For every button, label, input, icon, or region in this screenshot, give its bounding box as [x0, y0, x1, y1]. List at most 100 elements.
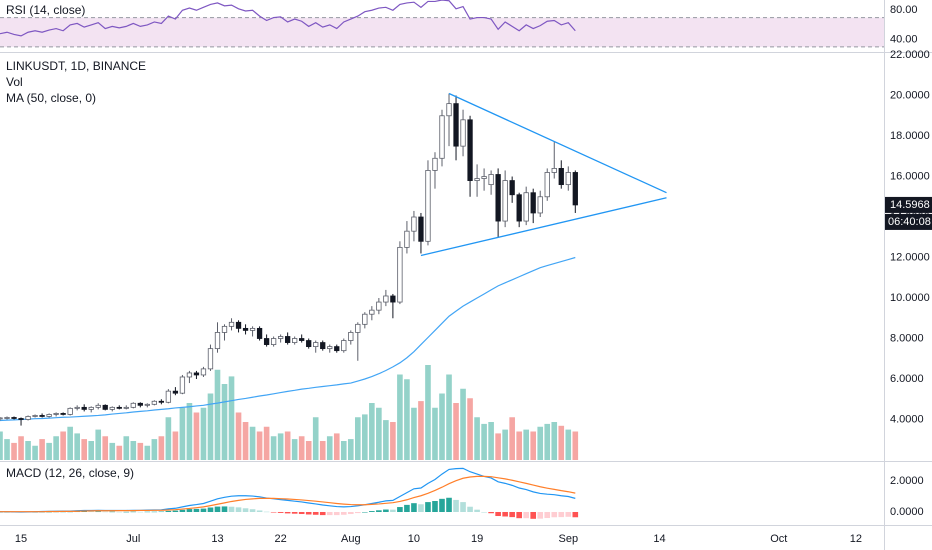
- macd-histogram-bar: [474, 509, 480, 512]
- macd-histogram-bar: [460, 502, 466, 512]
- candle-body: [530, 192, 536, 214]
- candle-body: [144, 403, 150, 406]
- macd-histogram-bar: [179, 509, 186, 512]
- y-tick-label: 80.00: [890, 4, 918, 16]
- volume-bar: [46, 442, 52, 460]
- candle-body: [46, 414, 52, 417]
- candle-body: [263, 338, 270, 345]
- macd-histogram-bar: [446, 497, 452, 512]
- macd-histogram-bar: [165, 510, 172, 512]
- volume-bar: [488, 422, 494, 460]
- volume-bar: [523, 429, 529, 460]
- macd-histogram-bar: [207, 507, 214, 512]
- candle-body: [88, 406, 94, 410]
- macd-histogram-bar: [214, 506, 221, 512]
- volume-bar: [207, 393, 214, 460]
- volume-bar: [404, 379, 410, 460]
- macd-histogram-bar: [432, 501, 438, 512]
- y-tick-label: 4.0000: [890, 413, 924, 425]
- candle-body: [116, 406, 122, 409]
- candle-body: [313, 342, 319, 348]
- candle-body: [137, 402, 143, 406]
- trendline: [420, 197, 667, 257]
- volume-bar: [130, 441, 137, 460]
- candle-body: [235, 321, 242, 329]
- macd-histogram-bar: [397, 507, 403, 512]
- macd-histogram-bar: [291, 511, 298, 514]
- macd-histogram-bar: [158, 511, 165, 513]
- volume-bar: [362, 414, 368, 460]
- countdown-box: [885, 213, 932, 230]
- macd-histogram-bar: [249, 509, 256, 512]
- candle-body: [214, 332, 221, 350]
- candle-body: [39, 415, 45, 417]
- volume-bar: [460, 388, 466, 460]
- macd-histogram-bar: [88, 511, 95, 513]
- volume-bar: [53, 436, 59, 460]
- volume-bar: [411, 407, 417, 460]
- macd-histogram-bar: [467, 506, 473, 512]
- macd-histogram-bar: [193, 508, 200, 512]
- candle-body: [60, 413, 66, 415]
- candle-body: [95, 404, 101, 408]
- macd-histogram-bar: [256, 510, 263, 512]
- macd-histogram-bar: [488, 511, 494, 514]
- y-tick-label: 6.0000: [890, 373, 924, 385]
- volume-bar: [355, 417, 361, 460]
- volume-bar: [193, 412, 200, 460]
- macd-histogram-bar: [481, 511, 487, 513]
- candle-body: [270, 338, 277, 345]
- volume-bar: [81, 439, 87, 460]
- volume-bar: [284, 431, 291, 460]
- y-tick-label: 12.0000: [890, 251, 930, 263]
- volume-bar: [172, 431, 179, 460]
- macd-histogram-bar: [439, 498, 445, 512]
- volume-bar: [446, 374, 452, 460]
- candle-body: [172, 390, 179, 394]
- macd-histogram-bar: [355, 511, 361, 514]
- volume-bar: [0, 431, 3, 460]
- volume-bar: [565, 429, 572, 460]
- y-tick-label: 22.0000: [890, 49, 930, 61]
- candle-body: [228, 321, 235, 327]
- volume-bar: [425, 365, 431, 460]
- macd-histogram-bar: [558, 511, 565, 518]
- candle-body: [383, 295, 389, 303]
- volume-bar: [558, 425, 565, 460]
- volume-bar: [67, 426, 73, 460]
- candle-body: [158, 400, 165, 403]
- price-pane: [0, 92, 667, 460]
- candle-body: [348, 332, 354, 341]
- candle-body: [292, 338, 298, 343]
- candle-body: [439, 115, 445, 159]
- volume-label: Vol: [6, 75, 23, 89]
- candle-body: [32, 415, 38, 417]
- ma-label: MA (50, close, 0): [6, 91, 96, 105]
- macd-histogram-bar: [228, 506, 235, 512]
- macd-histogram-bar: [123, 511, 130, 513]
- volume-bar: [123, 436, 130, 460]
- volume-bar: [102, 436, 109, 460]
- macd-histogram-bar: [326, 511, 333, 516]
- candle-body: [362, 313, 368, 325]
- macd-histogram-bar: [347, 511, 354, 515]
- x-tick-label: 12: [850, 533, 862, 545]
- volume-bar: [109, 442, 116, 460]
- macd-histogram-bar: [235, 507, 242, 512]
- volume-bar: [179, 407, 186, 460]
- volume-bar: [537, 426, 544, 460]
- x-tick-label: Oct: [770, 533, 787, 545]
- macd-histogram-bar: [369, 511, 375, 512]
- volume-bar: [249, 426, 256, 460]
- macd-histogram-bar: [284, 511, 291, 514]
- y-tick-label: 0.0000: [890, 506, 924, 518]
- volume-bar: [32, 445, 38, 460]
- volume-bar: [509, 417, 515, 460]
- x-tick-label: 14: [653, 533, 665, 545]
- candle-body: [109, 406, 115, 410]
- countdown-label: 06:40:08: [888, 216, 931, 228]
- volume-bar: [369, 403, 375, 460]
- volume-bar: [319, 441, 326, 460]
- x-tick-label: 22: [275, 533, 287, 545]
- macd-histogram-bar: [425, 502, 431, 512]
